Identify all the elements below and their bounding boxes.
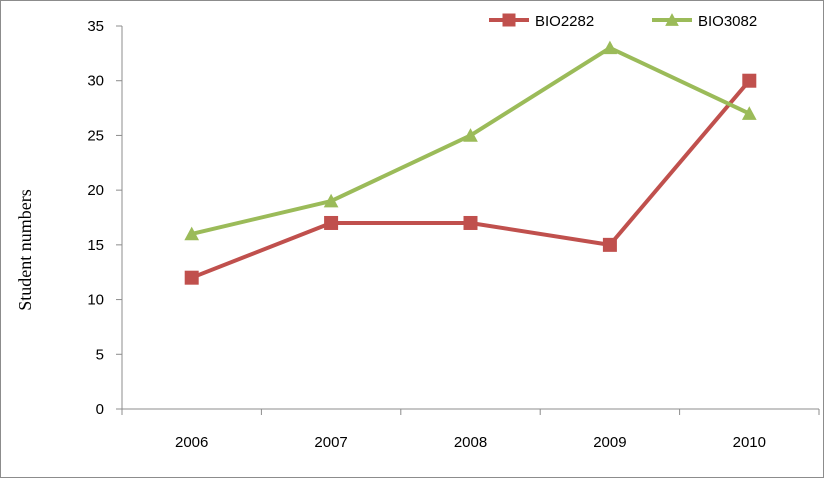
legend-label: BIO2282 — [535, 13, 594, 30]
data-point-bio3082 — [741, 106, 757, 120]
legend-label: BIO3082 — [698, 13, 757, 30]
series — [184, 40, 757, 285]
axes — [121, 26, 819, 410]
legend-item-bio2282: BIO2282 — [489, 13, 594, 30]
data-point-bio2282 — [602, 237, 617, 252]
series-line-bio2282 — [190, 79, 751, 280]
data-point-bio3082 — [323, 193, 339, 208]
x-tick-label: 2009 — [593, 434, 626, 451]
y-tick-label: 10 — [87, 292, 104, 309]
x-tick-label: 2007 — [314, 434, 347, 451]
x-ticks: 2006 2007 2008 2009 2010 — [121, 409, 820, 451]
y-axis-title: Student numbers — [15, 189, 35, 311]
x-tick-label: 2006 — [175, 434, 208, 451]
legend-marker — [502, 13, 516, 27]
series-bio2282 — [184, 73, 757, 285]
series-bio3082 — [184, 40, 757, 241]
data-point-bio2282 — [324, 215, 339, 230]
y-tick-label: 0 — [96, 401, 104, 418]
data-point-bio3082 — [184, 226, 200, 241]
y-ticks: 0 5 10 15 20 25 30 35 — [87, 18, 122, 418]
data-point-bio2282 — [184, 270, 199, 285]
legend-item-bio3082: BIO3082 — [652, 13, 757, 30]
y-tick-label: 20 — [87, 182, 104, 199]
y-tick-label: 30 — [87, 73, 104, 90]
x-tick-label: 2010 — [733, 434, 766, 451]
data-point-bio3082 — [602, 40, 618, 55]
legend: BIO2282 BIO3082 — [489, 13, 757, 30]
y-tick-label: 35 — [87, 18, 104, 35]
data-point-bio2282 — [463, 215, 478, 230]
y-tick-label: 25 — [87, 127, 104, 144]
data-point-bio3082 — [463, 128, 478, 142]
legend-marker — [665, 13, 679, 26]
x-tick-label: 2008 — [454, 434, 487, 451]
data-point-bio2282 — [742, 73, 757, 88]
y-tick-label: 5 — [96, 346, 104, 363]
y-tick-label: 15 — [87, 237, 104, 254]
